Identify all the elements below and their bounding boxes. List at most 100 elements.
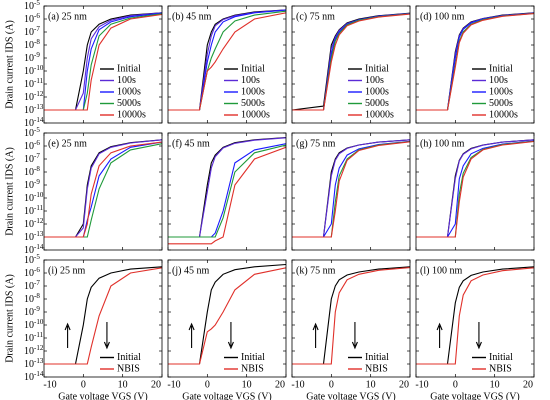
x-tick-label: 0 [81, 379, 86, 390]
curve [292, 12, 410, 111]
y-tick-label: 10-13 [24, 230, 44, 244]
x-tick-label: 10 [490, 379, 500, 390]
x-tick-label: 10 [366, 379, 376, 390]
x-tick-label: 0 [205, 379, 210, 390]
curve [168, 143, 286, 238]
legend-label: 5000s [489, 98, 513, 109]
legend-label: 1000s [241, 86, 265, 97]
arrow [227, 322, 234, 350]
x-tick-label: -10 [291, 379, 304, 390]
panel-title: (h) 100 nm [420, 138, 465, 149]
legend-label: NBIS [241, 363, 264, 374]
curve [168, 12, 286, 111]
legend-label: 100s [489, 75, 508, 86]
curve [44, 12, 162, 111]
legend-label: Initial [241, 352, 265, 363]
panel-frame [415, 5, 535, 124]
y-axis-label: Drain current IDS (A) [4, 274, 15, 363]
curve [416, 139, 534, 238]
panel-frame [167, 132, 287, 251]
panel-frame [167, 259, 287, 378]
curve [44, 12, 162, 111]
legend-label: NBIS [365, 363, 388, 374]
y-axis-label: Drain current IDS (A) [4, 147, 15, 236]
curve [292, 141, 410, 238]
panel-title: (j) 45 nm [172, 265, 209, 276]
y-tick-label: 10-9 [24, 178, 40, 192]
curve [168, 144, 286, 238]
x-tick-label: 0 [329, 379, 334, 390]
curve [168, 9, 286, 111]
y-tick-label: 10-6 [24, 12, 40, 26]
panel-frame [415, 132, 535, 251]
legend-label: 10000s [489, 109, 518, 120]
panel-title: (l) 100 nm [420, 265, 462, 276]
legend-label: NBIS [117, 363, 140, 374]
legend-label: 5000s [117, 98, 141, 109]
y-tick-label: 10-6 [24, 266, 40, 280]
curve [292, 12, 410, 111]
y-tick-label: 10-14 [24, 243, 44, 257]
panel-frame [291, 132, 411, 251]
x-axis-label: Gate voltage VGS (V) [58, 391, 148, 400]
curve [416, 12, 534, 111]
arrow [103, 322, 110, 350]
curve [168, 137, 286, 238]
curve [292, 266, 410, 365]
y-tick-label: 10-8 [24, 165, 40, 179]
legend-label: NBIS [489, 363, 512, 374]
legend-label: Initial [489, 352, 513, 363]
panel-frame [291, 5, 411, 124]
y-tick-label: 10-8 [24, 38, 40, 52]
y-tick-label: 10-11 [24, 77, 44, 91]
curve [168, 10, 286, 111]
y-tick-label: 10-10 [24, 64, 44, 78]
x-axis-label: Gate voltage VGS (V) [430, 391, 520, 400]
y-tick-label: 10-11 [24, 331, 44, 345]
arrow [188, 322, 195, 348]
y-tick-label: 10-6 [24, 139, 40, 153]
curve [168, 146, 286, 245]
legend-label: Initial [365, 352, 389, 363]
legend-label: 5000s [365, 98, 389, 109]
y-tick-label: 10-5 [24, 253, 40, 267]
x-tick-label: 0 [453, 379, 458, 390]
legend-label: 100s [117, 75, 136, 86]
curve [416, 12, 534, 111]
y-tick-label: 10-14 [24, 116, 44, 130]
x-tick-label: 20 [399, 379, 409, 390]
panel-frame [167, 5, 287, 124]
curve [44, 139, 162, 238]
legend-label: 100s [365, 75, 384, 86]
panel-title: (g) 75 nm [296, 138, 336, 149]
panel-title: (e) 25 nm [48, 138, 87, 149]
curve [292, 140, 410, 238]
y-tick-label: 10-5 [24, 126, 40, 140]
y-tick-label: 10-7 [24, 279, 40, 293]
curve [416, 13, 534, 111]
y-tick-label: 10-13 [24, 357, 44, 371]
legend-label: 100s [241, 75, 260, 86]
curve [416, 140, 534, 238]
curve [44, 13, 162, 111]
x-tick-label: 20 [151, 379, 161, 390]
panel-title: (d) 100 nm [420, 11, 465, 22]
curve [292, 139, 410, 238]
arrow [312, 322, 319, 348]
y-axis-label: Drain current IDS (A) [4, 20, 15, 109]
x-tick-label: 20 [523, 379, 533, 390]
panel-frame [415, 259, 535, 378]
x-tick-label: 20 [275, 379, 285, 390]
legend-label: 1000s [489, 86, 513, 97]
panel-frame [43, 5, 163, 124]
legend-label: 10000s [241, 109, 270, 120]
legend-label: 10000s [365, 109, 394, 120]
curve [292, 13, 410, 111]
curve [292, 139, 410, 238]
panel-title: (i) 25 nm [48, 265, 85, 276]
y-tick-label: 10-9 [24, 305, 40, 319]
legend-label: Initial [117, 63, 141, 74]
curve [44, 139, 162, 238]
